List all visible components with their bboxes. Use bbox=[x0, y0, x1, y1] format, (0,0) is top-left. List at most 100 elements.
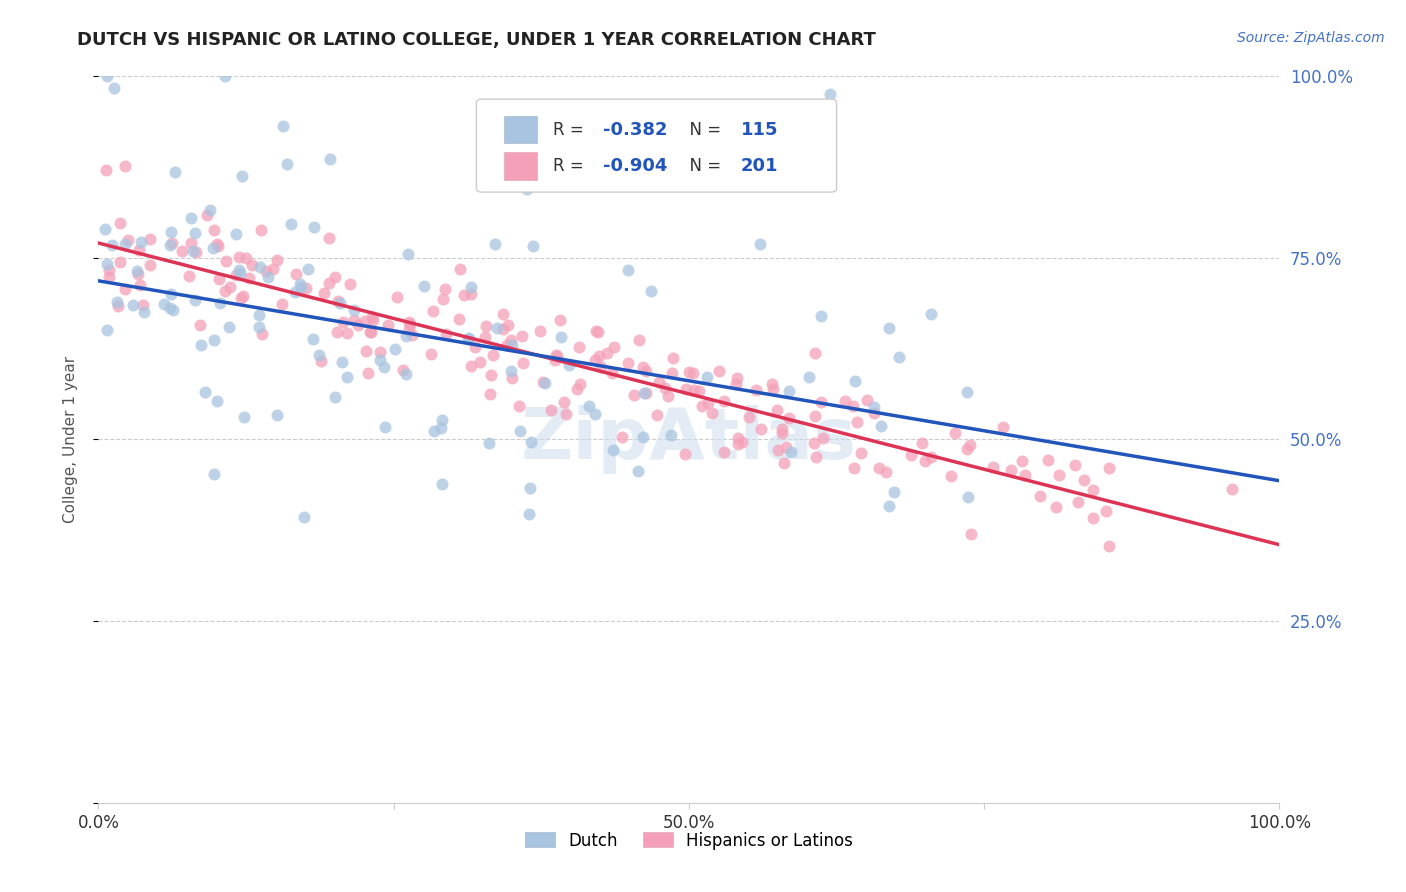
Point bbox=[810, 394, 832, 409]
Point bbox=[586, 325, 609, 339]
Point bbox=[1029, 489, 1052, 503]
Point bbox=[181, 244, 204, 258]
Point bbox=[585, 324, 607, 338]
Point bbox=[914, 454, 936, 468]
Point bbox=[96, 323, 118, 337]
Point bbox=[1098, 539, 1121, 553]
Point bbox=[751, 422, 773, 436]
Point bbox=[228, 263, 250, 277]
Point bbox=[396, 246, 419, 260]
Point bbox=[654, 381, 676, 395]
Point bbox=[673, 446, 696, 460]
Point bbox=[661, 427, 683, 442]
Point bbox=[959, 437, 981, 451]
Point bbox=[492, 322, 515, 336]
Point bbox=[797, 369, 820, 384]
Point bbox=[519, 507, 541, 521]
Point bbox=[628, 334, 651, 348]
Point bbox=[240, 258, 263, 272]
Point bbox=[1000, 463, 1022, 477]
Point bbox=[856, 392, 879, 407]
Point bbox=[863, 400, 886, 414]
Point bbox=[430, 476, 453, 491]
Point bbox=[96, 257, 118, 271]
Point bbox=[202, 333, 225, 347]
Point bbox=[318, 231, 340, 245]
Point bbox=[434, 327, 457, 342]
Point bbox=[765, 403, 787, 417]
Point bbox=[496, 338, 519, 352]
Point bbox=[250, 223, 273, 237]
Point bbox=[228, 266, 250, 280]
Point bbox=[460, 359, 482, 374]
Point bbox=[1045, 500, 1067, 514]
Point bbox=[360, 310, 382, 325]
Point bbox=[661, 366, 683, 380]
Point bbox=[343, 303, 366, 318]
Point bbox=[675, 382, 697, 396]
Point bbox=[627, 464, 650, 478]
Point bbox=[159, 237, 181, 252]
Point bbox=[353, 314, 375, 328]
Point bbox=[423, 424, 446, 438]
Point bbox=[1064, 458, 1087, 473]
Point bbox=[294, 281, 316, 295]
Point bbox=[271, 119, 294, 133]
Point bbox=[129, 235, 152, 250]
Point bbox=[153, 296, 176, 310]
Point bbox=[302, 219, 325, 234]
Point bbox=[583, 353, 606, 368]
Point bbox=[631, 359, 654, 374]
Text: N =: N = bbox=[679, 157, 727, 175]
Point bbox=[195, 208, 218, 222]
Point bbox=[128, 244, 150, 258]
Point bbox=[329, 295, 352, 310]
Point bbox=[770, 422, 793, 436]
Point bbox=[544, 353, 567, 368]
Point bbox=[820, 87, 842, 102]
Point bbox=[214, 69, 236, 83]
Point bbox=[845, 415, 868, 429]
Point bbox=[804, 409, 827, 423]
Point bbox=[254, 264, 277, 278]
Text: N =: N = bbox=[679, 120, 727, 138]
Point bbox=[862, 406, 884, 420]
Point bbox=[430, 421, 453, 435]
Point bbox=[162, 235, 184, 250]
Point bbox=[308, 348, 330, 362]
Point bbox=[247, 319, 270, 334]
Point bbox=[702, 406, 724, 420]
Point bbox=[159, 301, 181, 316]
Point bbox=[139, 232, 162, 246]
Point bbox=[981, 460, 1004, 475]
Point bbox=[335, 370, 357, 384]
Point bbox=[557, 358, 579, 372]
Point bbox=[346, 318, 368, 332]
Point bbox=[330, 355, 353, 369]
Point bbox=[920, 307, 942, 321]
Point bbox=[600, 366, 623, 380]
Point bbox=[482, 348, 505, 362]
Point bbox=[492, 307, 515, 321]
Point bbox=[159, 225, 181, 239]
Point bbox=[373, 420, 395, 434]
Point bbox=[266, 408, 288, 422]
Point bbox=[433, 281, 456, 295]
Point bbox=[231, 291, 253, 305]
Point bbox=[276, 157, 298, 171]
Point bbox=[779, 445, 801, 459]
Point bbox=[478, 436, 501, 450]
Point bbox=[184, 245, 207, 260]
Point bbox=[368, 345, 391, 359]
Point bbox=[499, 363, 522, 377]
Point bbox=[636, 385, 658, 400]
Text: -0.382: -0.382 bbox=[603, 120, 668, 138]
Point bbox=[159, 286, 181, 301]
Point bbox=[401, 327, 423, 342]
Point bbox=[449, 261, 471, 276]
Point bbox=[508, 399, 530, 413]
Point bbox=[688, 384, 710, 399]
Point bbox=[868, 460, 890, 475]
Point bbox=[531, 375, 554, 389]
Point bbox=[804, 346, 827, 360]
